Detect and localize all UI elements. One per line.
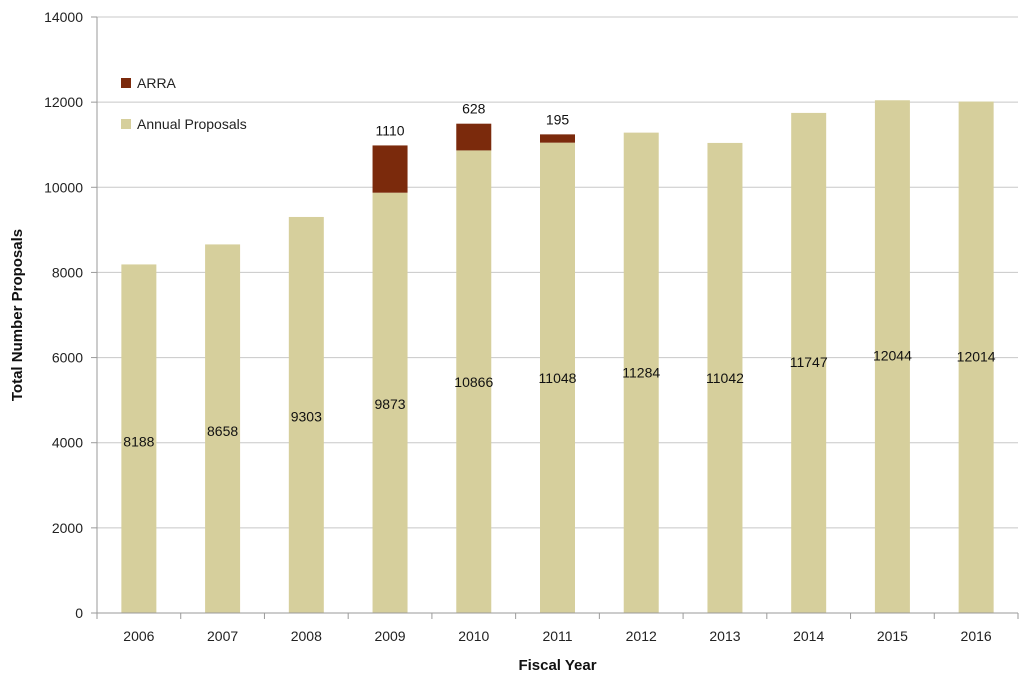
- data-label-annual-proposals-2009: 9873: [374, 396, 405, 412]
- y-tick-label: 2000: [52, 520, 83, 536]
- x-tick-label: 2007: [207, 628, 238, 644]
- y-tick-label: 10000: [44, 179, 83, 195]
- y-tick-label: 0: [75, 605, 83, 621]
- legend: ARRA Annual Proposals: [121, 75, 247, 132]
- bar-annual-proposals-2016: [958, 101, 994, 613]
- bar-annual-proposals-2014: [791, 112, 827, 614]
- y-tick-label: 8000: [52, 264, 83, 280]
- x-tick-label: 2012: [626, 628, 657, 644]
- data-label-annual-proposals-2006: 8188: [123, 434, 154, 450]
- x-axis-title: Fiscal Year: [518, 657, 596, 674]
- x-tick-label: 2010: [458, 628, 489, 644]
- bar-annual-proposals-2013: [707, 142, 743, 614]
- data-label-annual-proposals-2010: 10866: [454, 374, 493, 390]
- bar-annual-proposals-2008: [288, 216, 324, 613]
- x-axis-ticks: 2006 2007 2008 2009 2010 2011 2012 2013 2014 2015…: [96, 613, 1019, 644]
- y-axis-ticks: 0 2000 4000 6000 8000 10000 12000 14000: [44, 9, 97, 621]
- x-tick-label: 2014: [793, 628, 824, 644]
- bar-arra-2009: [372, 145, 408, 193]
- bar-arra-2010: [456, 123, 492, 151]
- bar-annual-proposals-2007: [205, 244, 241, 613]
- bar-annual-proposals-2010: [456, 150, 492, 613]
- x-tick-label: 2011: [542, 628, 572, 644]
- bars: [121, 100, 994, 614]
- bar-annual-proposals-2012: [623, 132, 659, 613]
- legend-label-arra: ARRA: [137, 75, 177, 91]
- y-tick-label: 4000: [52, 435, 83, 451]
- data-labels: 8188 8658 9303 1110 9873 628 10866 195 11048 1128…: [123, 101, 996, 450]
- data-label-arra-2010: 628: [462, 101, 486, 117]
- data-label-annual-proposals-2014: 11747: [790, 354, 828, 370]
- bar-annual-proposals-2006: [121, 264, 157, 613]
- data-label-annual-proposals-2011: 11048: [539, 370, 577, 386]
- x-tick-label: 2016: [961, 628, 992, 644]
- x-tick-label: 2009: [374, 628, 405, 644]
- data-label-annual-proposals-2013: 11042: [706, 370, 744, 386]
- data-label-annual-proposals-2007: 8658: [207, 423, 238, 439]
- y-tick-label: 6000: [52, 350, 83, 366]
- data-label-annual-proposals-2012: 11284: [622, 365, 660, 381]
- bar-arra-2011: [540, 134, 575, 143]
- x-tick-label: 2013: [709, 628, 740, 644]
- data-label-annual-proposals-2016: 12014: [957, 348, 996, 364]
- bar-annual-proposals-2009: [372, 192, 408, 613]
- data-label-annual-proposals-2015: 12044: [873, 348, 912, 364]
- x-tick-label: 2006: [123, 628, 154, 644]
- legend-swatch-arra: [121, 78, 131, 88]
- bar-annual-proposals-2015: [874, 100, 910, 613]
- legend-label-annual-proposals: Annual Proposals: [137, 116, 247, 132]
- data-label-arra-2011: 195: [546, 111, 570, 127]
- data-label-arra-2009: 1110: [376, 122, 405, 138]
- legend-swatch-annual-proposals: [121, 119, 131, 129]
- data-label-annual-proposals-2008: 9303: [291, 409, 322, 425]
- y-axis-title: Total Number Proposals: [9, 229, 26, 401]
- y-tick-label: 12000: [44, 94, 83, 110]
- y-tick-label: 14000: [44, 9, 83, 25]
- bar-annual-proposals-2011: [540, 142, 575, 614]
- x-tick-label: 2008: [291, 628, 322, 644]
- x-tick-label: 2015: [877, 628, 908, 644]
